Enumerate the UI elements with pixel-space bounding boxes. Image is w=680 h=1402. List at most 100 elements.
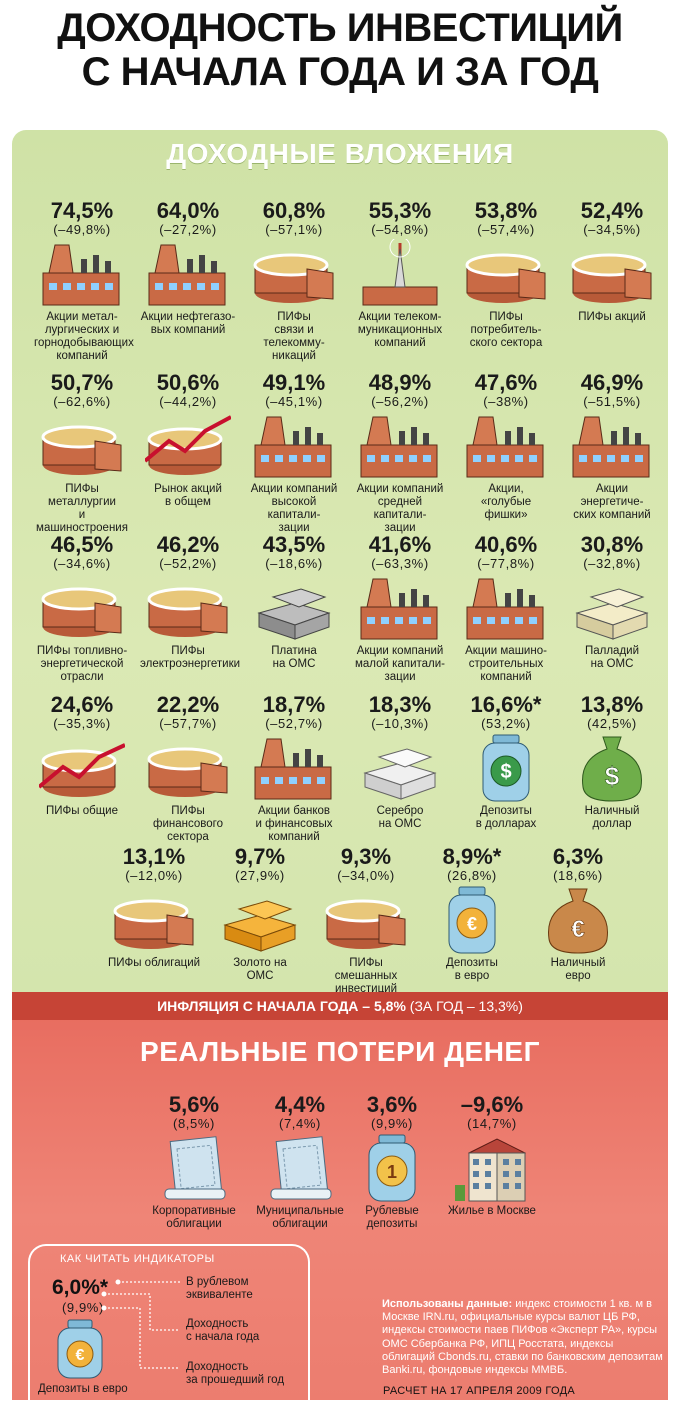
income-panel	[12, 130, 668, 992]
investment-item: 53,8% (–57,4%) ПИФы потребитель- ского сек…	[458, 200, 554, 350]
item-yield-ytd: 46,9%	[580, 370, 644, 395]
dollar-bag-icon: $	[569, 733, 655, 803]
page-title: ДОХОДНОСТЬ ИНВЕСТИЦИЙ С НАЧАЛА ГОДА И ЗА…	[0, 6, 680, 94]
investment-item: 49,1% (–45,1%) Акции компаний высокой капи…	[246, 372, 342, 535]
income-section-title: ДОХОДНЫЕ ВЛОЖЕНИЯ	[166, 138, 514, 169]
howto-box	[28, 1244, 310, 1402]
item-yield-ytd: 13,1%	[122, 844, 186, 869]
factory-icon	[251, 733, 337, 803]
investment-item: 52,4% (–34,5%) ПИФы акций	[564, 200, 660, 324]
investment-item: 24,6% (–35,3%) ПИФы общие	[34, 694, 130, 818]
investment-item: 8,9%* (26,8%) € Депозиты в евро	[424, 846, 520, 983]
platinum-bars-icon	[251, 573, 337, 643]
item-yield-year: (–57,4%)	[477, 222, 535, 237]
item-yield-ytd: 49,1%	[262, 370, 326, 395]
euro-jar-icon: €	[429, 885, 515, 955]
item-label: Депозиты в евро	[446, 957, 498, 982]
item-label: Палладий на ОМС	[584, 645, 640, 670]
item-yield-year: (–44,2%)	[159, 394, 217, 409]
item-label: ПИФы топливно- энергетической отрасли	[36, 645, 128, 683]
market-icon	[143, 411, 232, 481]
silver-bars-icon	[357, 733, 443, 803]
investment-item: 55,3% (–54,8%) Акции телеком- муникационны…	[352, 200, 448, 350]
item-label: Акции нефтегазо- вых компаний	[140, 311, 236, 336]
investment-item: 9,3% (–34,0%) ПИФы смешанных инвестиций	[318, 846, 414, 996]
item-yield-year: (–57,1%)	[265, 222, 323, 237]
item-label: Корпоративные облигации	[152, 1205, 236, 1230]
item-label: ПИФы облигаций	[107, 957, 201, 969]
dollar-jar-icon: $	[463, 733, 549, 803]
svg-text:1: 1	[387, 1162, 397, 1182]
pie-icon	[323, 885, 409, 955]
item-yield-year: (–52,2%)	[159, 556, 217, 571]
item-yield-year: (–35,3%)	[53, 716, 111, 731]
item-label: Акции компаний средней капитали- зации	[356, 483, 444, 534]
item-yield-ytd: 55,3%	[368, 198, 432, 223]
investment-item: 46,5% (–34,6%) ПИФы топливно- энергетическ…	[34, 534, 130, 684]
item-yield-ytd: 50,6%	[156, 370, 220, 395]
item-label: Акции компаний малой капитали- зации	[355, 645, 445, 683]
item-label: Муниципальные облигации	[256, 1205, 344, 1230]
item-label: ПИФы финансового сектора	[153, 805, 223, 843]
pie-market-icon	[37, 733, 126, 803]
investment-item: 6,3% (18,6%) € Наличный евро	[530, 846, 626, 983]
item-label: ПИФы электроэнергетики	[140, 645, 241, 670]
svg-text:€: €	[571, 916, 584, 943]
investment-item: 46,9% (–51,5%) Акции энергетиче- ских комп…	[564, 372, 660, 522]
item-yield-ytd: 46,5%	[50, 532, 114, 557]
item-yield-year: (53,2%)	[481, 716, 531, 731]
investment-item: 41,6% (–63,3%) Акции компаний малой капита…	[352, 534, 448, 684]
item-label: Рублевые депозиты	[365, 1205, 419, 1230]
item-label: Золото на ОМС	[233, 957, 287, 982]
svg-text:$: $	[605, 761, 620, 791]
investment-item: 5,6% (8,5%) Корпоративные облигации	[146, 1094, 242, 1231]
investment-item: 22,2% (–57,7%) ПИФы финансового сектора	[140, 694, 236, 844]
pie-icon	[251, 239, 337, 309]
item-yield-ytd: 18,7%	[262, 692, 326, 717]
inflation-main: ИНФЛЯЦИЯ С НАЧАЛА ГОДА – 5,8%	[157, 998, 406, 1014]
factory-icon	[39, 239, 125, 309]
pie-icon	[463, 239, 549, 309]
item-yield-ytd: 43,5%	[262, 532, 326, 557]
investment-item: 18,7% (–52,7%) Акции банков и финансовых к…	[246, 694, 342, 844]
sources-body: индекс стоимости 1 кв. м в Москве IRN.ru…	[382, 1298, 663, 1377]
building-icon	[449, 1133, 535, 1203]
howto-label-ytd: Доходность с начала года	[186, 1318, 260, 1343]
item-yield-year: (27,9%)	[235, 868, 285, 883]
howto-label-ruble: В рублевом эквиваленте	[186, 1276, 253, 1301]
item-yield-year: (18,6%)	[553, 868, 603, 883]
investment-item: 30,8% (–32,8%) Палладий на ОМС	[564, 534, 660, 671]
investment-item: 43,5% (–18,6%) Платина на ОМС	[246, 534, 342, 671]
item-yield-ytd: 13,8%	[580, 692, 644, 717]
investment-item: 64,0% (–27,2%) Акции нефтегазо- вых компан…	[140, 200, 236, 337]
sources-title: Использованы данные:	[382, 1298, 513, 1310]
sources-note: Использованы данные: индекс стоимости 1 …	[382, 1298, 666, 1377]
item-yield-year: (–52,7%)	[265, 716, 323, 731]
item-label: ПИФы потребитель- ского сектора	[469, 311, 543, 349]
item-yield-ytd: 74,5%	[50, 198, 114, 223]
item-yield-ytd: 47,6%	[474, 370, 538, 395]
item-yield-ytd: 18,3%	[368, 692, 432, 717]
euro-jar-icon: €	[57, 1319, 103, 1379]
howto-title: КАК ЧИТАТЬ ИНДИКАТОРЫ	[60, 1253, 215, 1265]
item-label: Наличный доллар	[584, 805, 640, 830]
item-yield-year: (–63,3%)	[371, 556, 429, 571]
investment-item: 74,5% (–49,8%) Акции метал- лургических и …	[34, 198, 134, 363]
investment-item: 48,9% (–56,2%) Акции компаний средней капи…	[352, 372, 448, 535]
loss-panel	[12, 992, 668, 1400]
item-label: Депозиты в долларах	[475, 805, 537, 830]
item-label: Серебро на ОМС	[376, 805, 424, 830]
item-label: ПИФы общие	[46, 805, 118, 817]
item-label: Акции машино- строительных компаний	[465, 645, 547, 683]
item-yield-year: (7,4%)	[279, 1116, 321, 1131]
ruble-jar-icon: 1	[349, 1133, 435, 1203]
calculation-date: РАСЧЕТ НА 17 АПРЕЛЯ 2009 ГОДА	[383, 1385, 576, 1397]
item-yield-ytd: 6,3%	[552, 844, 604, 869]
item-yield-ytd: 4,4%	[274, 1092, 326, 1117]
svg-text:€: €	[76, 1347, 85, 1364]
item-yield-ytd: 9,7%	[234, 844, 286, 869]
investment-item: 18,3% (–10,3%) Серебро на ОМС	[352, 694, 448, 831]
item-yield-ytd: 22,2%	[156, 692, 220, 717]
item-yield-ytd: 53,8%	[474, 198, 538, 223]
item-yield-year: (–45,1%)	[265, 394, 323, 409]
